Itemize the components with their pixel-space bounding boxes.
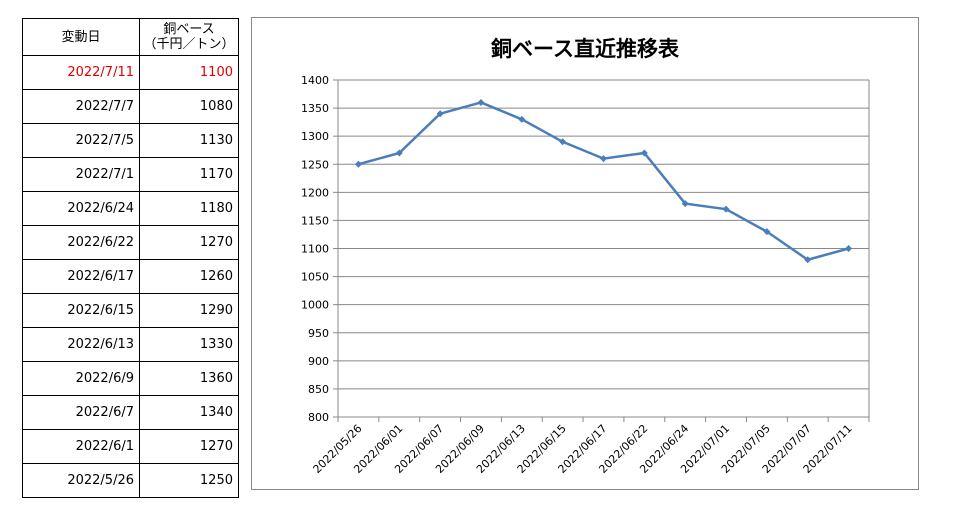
row-date: 2022/6/7 <box>22 395 140 430</box>
y-tick-label: 1100 <box>301 243 329 256</box>
chart-frame: 銅ベース直近推移表 800 850 900 950 1000 1050 1100 1150 12… <box>251 17 919 490</box>
row-date: 2022/5/26 <box>22 463 140 498</box>
table-row: 2022/7/1 1170 <box>22 157 239 192</box>
y-tick-label: 1000 <box>301 299 329 312</box>
row-price: 1260 <box>139 259 239 294</box>
chart-title: 銅ベース直近推移表 <box>491 37 680 61</box>
row-date: 2022/6/17 <box>22 259 140 294</box>
row-price: 1330 <box>139 327 239 362</box>
row-price: 1340 <box>139 395 239 430</box>
y-tick-label: 1150 <box>301 214 329 227</box>
row-date: 2022/6/13 <box>22 327 140 362</box>
row-price: 1080 <box>139 89 239 124</box>
table-row: 2022/6/17 1260 <box>22 259 239 294</box>
row-price: 1290 <box>139 293 239 328</box>
row-date: 2022/7/7 <box>22 89 140 124</box>
y-tick-label: 1200 <box>301 186 329 199</box>
data-point-marker <box>763 228 771 236</box>
row-price: 1360 <box>139 361 239 396</box>
y-tick-label: 950 <box>308 327 329 340</box>
data-point-marker <box>436 110 444 118</box>
table-row: 2022/7/7 1080 <box>22 89 239 124</box>
row-date: 2022/7/5 <box>22 123 140 158</box>
table-row: 2022/6/13 1330 <box>22 327 239 362</box>
y-tick-label: 900 <box>308 355 329 368</box>
data-point-marker <box>395 149 403 157</box>
header-change-date: 変動日 <box>22 18 140 56</box>
header-copper-base-label: 銅ベース <box>163 22 215 37</box>
row-date: 2022/7/11 <box>22 55 140 90</box>
y-tick-label: 1050 <box>301 271 329 284</box>
price-series <box>354 98 853 264</box>
y-tick-label: 1250 <box>301 158 329 171</box>
row-date: 2022/6/24 <box>22 191 140 226</box>
table-row: 2022/6/15 1290 <box>22 293 239 328</box>
row-price: 1130 <box>139 123 239 158</box>
row-price: 1270 <box>139 225 239 260</box>
copper-trend-chart: 銅ベース直近推移表 800 850 900 950 1000 1050 1100 1150 12… <box>301 37 870 476</box>
data-point-marker <box>518 115 526 123</box>
copper-price-table: 変動日 銅ベース （千円／トン） 2022/7/11 1100 2022/7/7 10… <box>22 18 239 498</box>
y-tick-label: 1400 <box>301 74 329 87</box>
table-row: 2022/6/1 1270 <box>22 429 239 464</box>
series-line <box>358 101 849 262</box>
y-tick-label: 1350 <box>301 102 329 115</box>
row-price: 1250 <box>139 463 239 498</box>
y-axis-ticks: 800 850 900 950 1000 1050 1100 1150 1200 1250 1300… <box>301 74 329 424</box>
data-point-marker <box>354 160 362 168</box>
table-row: 2022/6/22 1270 <box>22 225 239 260</box>
table-row: 2022/6/24 1180 <box>22 191 239 226</box>
row-price: 1100 <box>139 55 239 90</box>
data-point-marker <box>681 200 689 208</box>
header-copper-base: 銅ベース （千円／トン） <box>139 18 239 56</box>
row-date: 2022/6/9 <box>22 361 140 396</box>
table-row: 2022/5/26 1250 <box>22 463 239 498</box>
table-header-row: 変動日 銅ベース （千円／トン） <box>22 18 239 56</box>
data-point-marker <box>559 138 567 146</box>
y-tick-label: 850 <box>308 383 329 396</box>
row-date: 2022/7/1 <box>22 157 140 192</box>
y-tick-label: 800 <box>308 411 329 424</box>
header-unit-label: （千円／トン） <box>143 37 235 52</box>
table-row: 2022/6/7 1340 <box>22 395 239 430</box>
grid-layer <box>333 79 870 418</box>
row-date: 2022/6/1 <box>22 429 140 464</box>
row-price: 1170 <box>139 157 239 192</box>
table-row: 2022/7/11 1100 <box>22 55 239 90</box>
y-tick-label: 1300 <box>301 130 329 143</box>
row-date: 2022/6/22 <box>22 225 140 260</box>
x-axis-ticks: 2022/05/262022/06/012022/06/072022/06/09… <box>311 417 870 476</box>
row-date: 2022/6/15 <box>22 293 140 328</box>
table-body: 2022/7/11 1100 2022/7/7 1080 2022/7/5 1130 202… <box>22 55 239 498</box>
table-row: 2022/6/9 1360 <box>22 361 239 396</box>
data-point-marker <box>477 98 485 106</box>
data-point-marker <box>600 155 607 163</box>
row-price: 1180 <box>139 191 239 226</box>
data-point-marker <box>640 149 648 157</box>
row-price: 1270 <box>139 429 239 464</box>
data-point-marker <box>845 245 853 252</box>
data-point-marker <box>804 256 812 264</box>
table-row: 2022/7/5 1130 <box>22 123 239 158</box>
data-point-marker <box>722 205 730 213</box>
